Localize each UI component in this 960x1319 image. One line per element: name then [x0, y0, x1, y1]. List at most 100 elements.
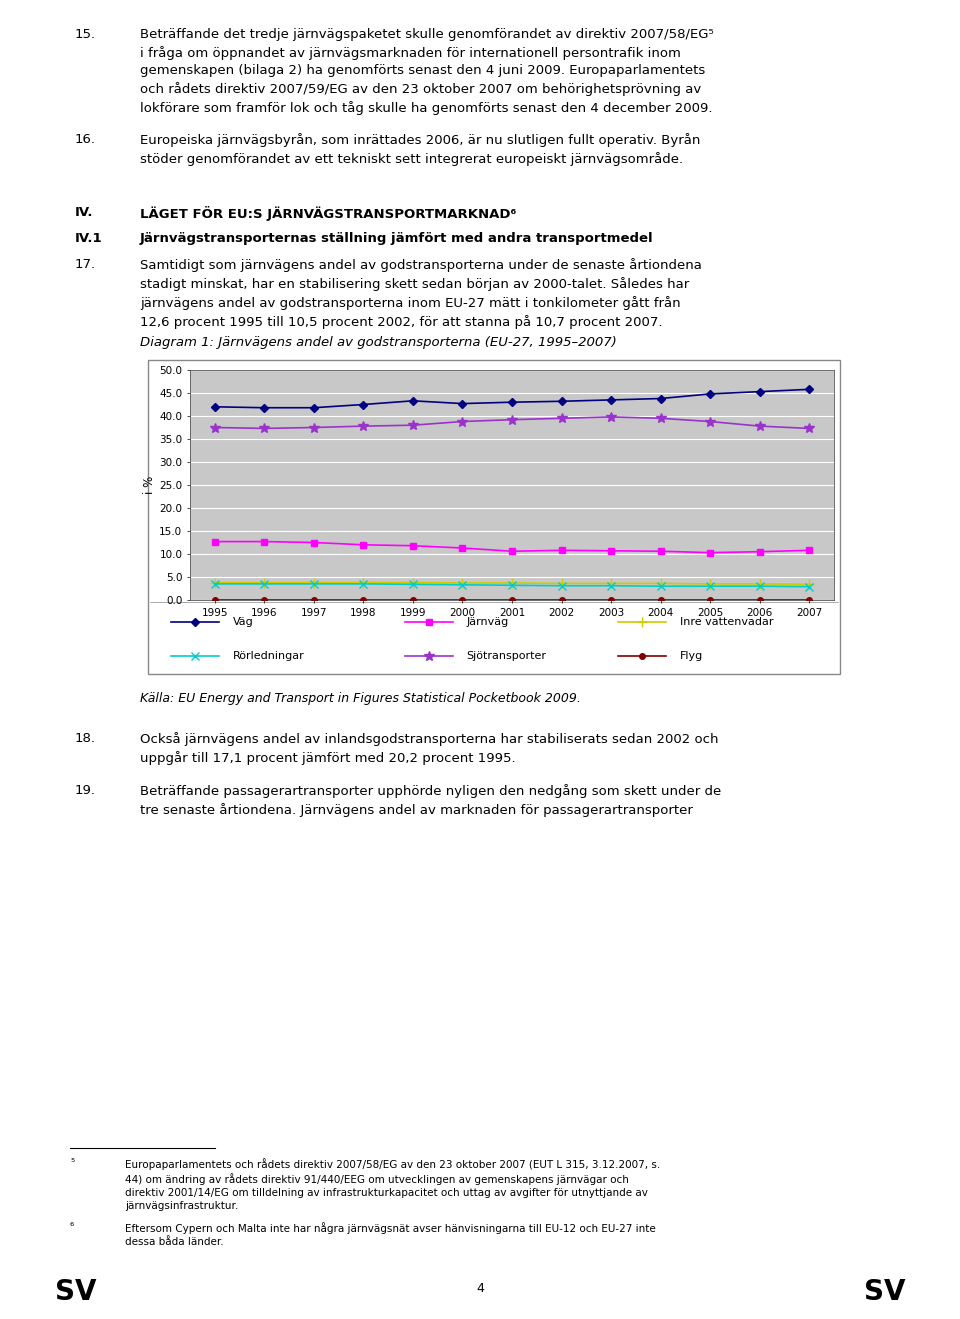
Inre vattenvadar [308, 575, 320, 591]
Flyg [556, 592, 567, 608]
Väg [258, 400, 270, 415]
Text: Samtidigt som järnvägens andel av godstransporterna under de senaste årtiondena
: Samtidigt som järnvägens andel av godstr… [140, 259, 702, 328]
Text: 18.: 18. [75, 732, 96, 745]
Väg [804, 381, 815, 397]
Järnväg [705, 545, 716, 561]
Sjötransporter [258, 421, 270, 437]
Text: SV: SV [55, 1278, 97, 1306]
Sjötransporter [358, 418, 370, 434]
Line: Inre vattenvadar: Inre vattenvadar [210, 578, 814, 590]
Flyg [308, 592, 320, 608]
Flyg [258, 592, 270, 608]
Rörledningar [754, 578, 765, 594]
Text: Järnväg: Järnväg [467, 617, 509, 628]
Inre vattenvadar [358, 575, 370, 591]
Rörledningar [407, 576, 419, 592]
Väg [308, 400, 320, 415]
Inre vattenvadar [457, 575, 468, 591]
FancyBboxPatch shape [148, 360, 840, 674]
Text: LÄGET FÖR EU:S JÄRNVÄGSTRANSPORTMARKNAD⁶: LÄGET FÖR EU:S JÄRNVÄGSTRANSPORTMARKNAD⁶ [140, 206, 516, 222]
Järnväg [258, 534, 270, 550]
Flyg [358, 592, 370, 608]
Järnväg [556, 542, 567, 558]
Järnväg [506, 543, 517, 559]
Text: 19.: 19. [75, 783, 96, 797]
Väg [358, 397, 370, 413]
Flyg [506, 592, 517, 608]
Line: Rörledningar: Rörledningar [210, 580, 813, 591]
Text: Diagram 1: Järnvägens andel av godstransporterna (EU-27, 1995–2007): Diagram 1: Järnvägens andel av godstrans… [140, 336, 616, 350]
Text: ⁵: ⁵ [70, 1158, 74, 1169]
Rörledningar [209, 576, 221, 592]
Inre vattenvadar [606, 575, 617, 591]
Sjötransporter [556, 410, 567, 426]
Line: Flyg: Flyg [212, 596, 812, 603]
Rörledningar [655, 578, 666, 594]
Rörledningar [705, 578, 716, 594]
Inre vattenvadar [754, 576, 765, 592]
Järnväg [209, 534, 221, 550]
Text: Europeiska järnvägsbyrån, som inrättades 2006, är nu slutligen fullt operativ. B: Europeiska järnvägsbyrån, som inrättades… [140, 133, 701, 166]
Text: ⁶: ⁶ [70, 1221, 74, 1232]
Flyg [606, 592, 617, 608]
Flyg [209, 592, 221, 608]
Text: Beträffande passagerartransporter upphörde nyligen den nedgång som skett under d: Beträffande passagerartransporter upphör… [140, 783, 721, 816]
Text: Källa: EU Energy and Transport in Figures Statistical Pocketbook 2009.: Källa: EU Energy and Transport in Figure… [140, 692, 581, 704]
Rörledningar [606, 578, 617, 594]
Flyg [407, 592, 419, 608]
Väg [705, 386, 716, 402]
Väg [655, 390, 666, 406]
Flyg [754, 592, 765, 608]
Text: 4: 4 [476, 1282, 484, 1295]
Inre vattenvadar [407, 575, 419, 591]
Järnväg [606, 543, 617, 559]
Text: IV.: IV. [75, 206, 93, 219]
Sjötransporter [705, 414, 716, 430]
Järnväg [407, 538, 419, 554]
Sjötransporter [506, 412, 517, 427]
Sjötransporter [655, 410, 666, 426]
Flyg [804, 592, 815, 608]
Inre vattenvadar [258, 575, 270, 591]
Line: Väg: Väg [212, 386, 812, 410]
Väg [209, 398, 221, 414]
Inre vattenvadar [556, 575, 567, 591]
Flyg [655, 592, 666, 608]
Inre vattenvadar [705, 576, 716, 592]
Sjötransporter [407, 417, 419, 433]
Rörledningar [804, 579, 815, 595]
Text: Också järnvägens andel av inlandsgodstransporterna har stabiliserats sedan 2002 : Också järnvägens andel av inlandsgodstra… [140, 732, 718, 765]
Line: Sjötransporter: Sjötransporter [210, 412, 814, 433]
Rörledningar [506, 578, 517, 594]
Järnväg [358, 537, 370, 553]
Line: Järnväg: Järnväg [211, 538, 813, 557]
Rörledningar [358, 576, 370, 592]
Inre vattenvadar [804, 576, 815, 592]
Text: Europaparlamentets och rådets direktiv 2007/58/EG av den 23 oktober 2007 (EUT L : Europaparlamentets och rådets direktiv 2… [125, 1158, 660, 1211]
Rörledningar [308, 576, 320, 592]
Text: Väg: Väg [232, 617, 253, 628]
Rörledningar [258, 576, 270, 592]
Text: IV.1: IV.1 [75, 232, 103, 245]
Sjötransporter [457, 414, 468, 430]
Text: 15.: 15. [75, 28, 96, 41]
Järnväg [457, 539, 468, 555]
Sjötransporter [804, 421, 815, 437]
Väg [407, 393, 419, 409]
Text: 16.: 16. [75, 133, 96, 146]
Väg [606, 392, 617, 408]
Järnväg [308, 534, 320, 550]
Järnväg [655, 543, 666, 559]
Järnväg [754, 543, 765, 559]
Text: Flyg: Flyg [680, 652, 703, 661]
Text: Beträffande det tredje järnvägspaketet skulle genomförandet av direktiv 2007/58/: Beträffande det tredje järnvägspaketet s… [140, 28, 713, 115]
Rörledningar [457, 576, 468, 592]
Text: Järnvägstransporternas ställning jämfört med andra transportmedel: Järnvägstransporternas ställning jämfört… [140, 232, 654, 245]
Rörledningar [556, 578, 567, 594]
Y-axis label: i %: i % [143, 476, 156, 495]
Sjötransporter [209, 419, 221, 435]
Text: Inre vattenvadar: Inre vattenvadar [680, 617, 773, 628]
Inre vattenvadar [655, 575, 666, 591]
Sjötransporter [754, 418, 765, 434]
Text: Rörledningar: Rörledningar [232, 652, 304, 661]
